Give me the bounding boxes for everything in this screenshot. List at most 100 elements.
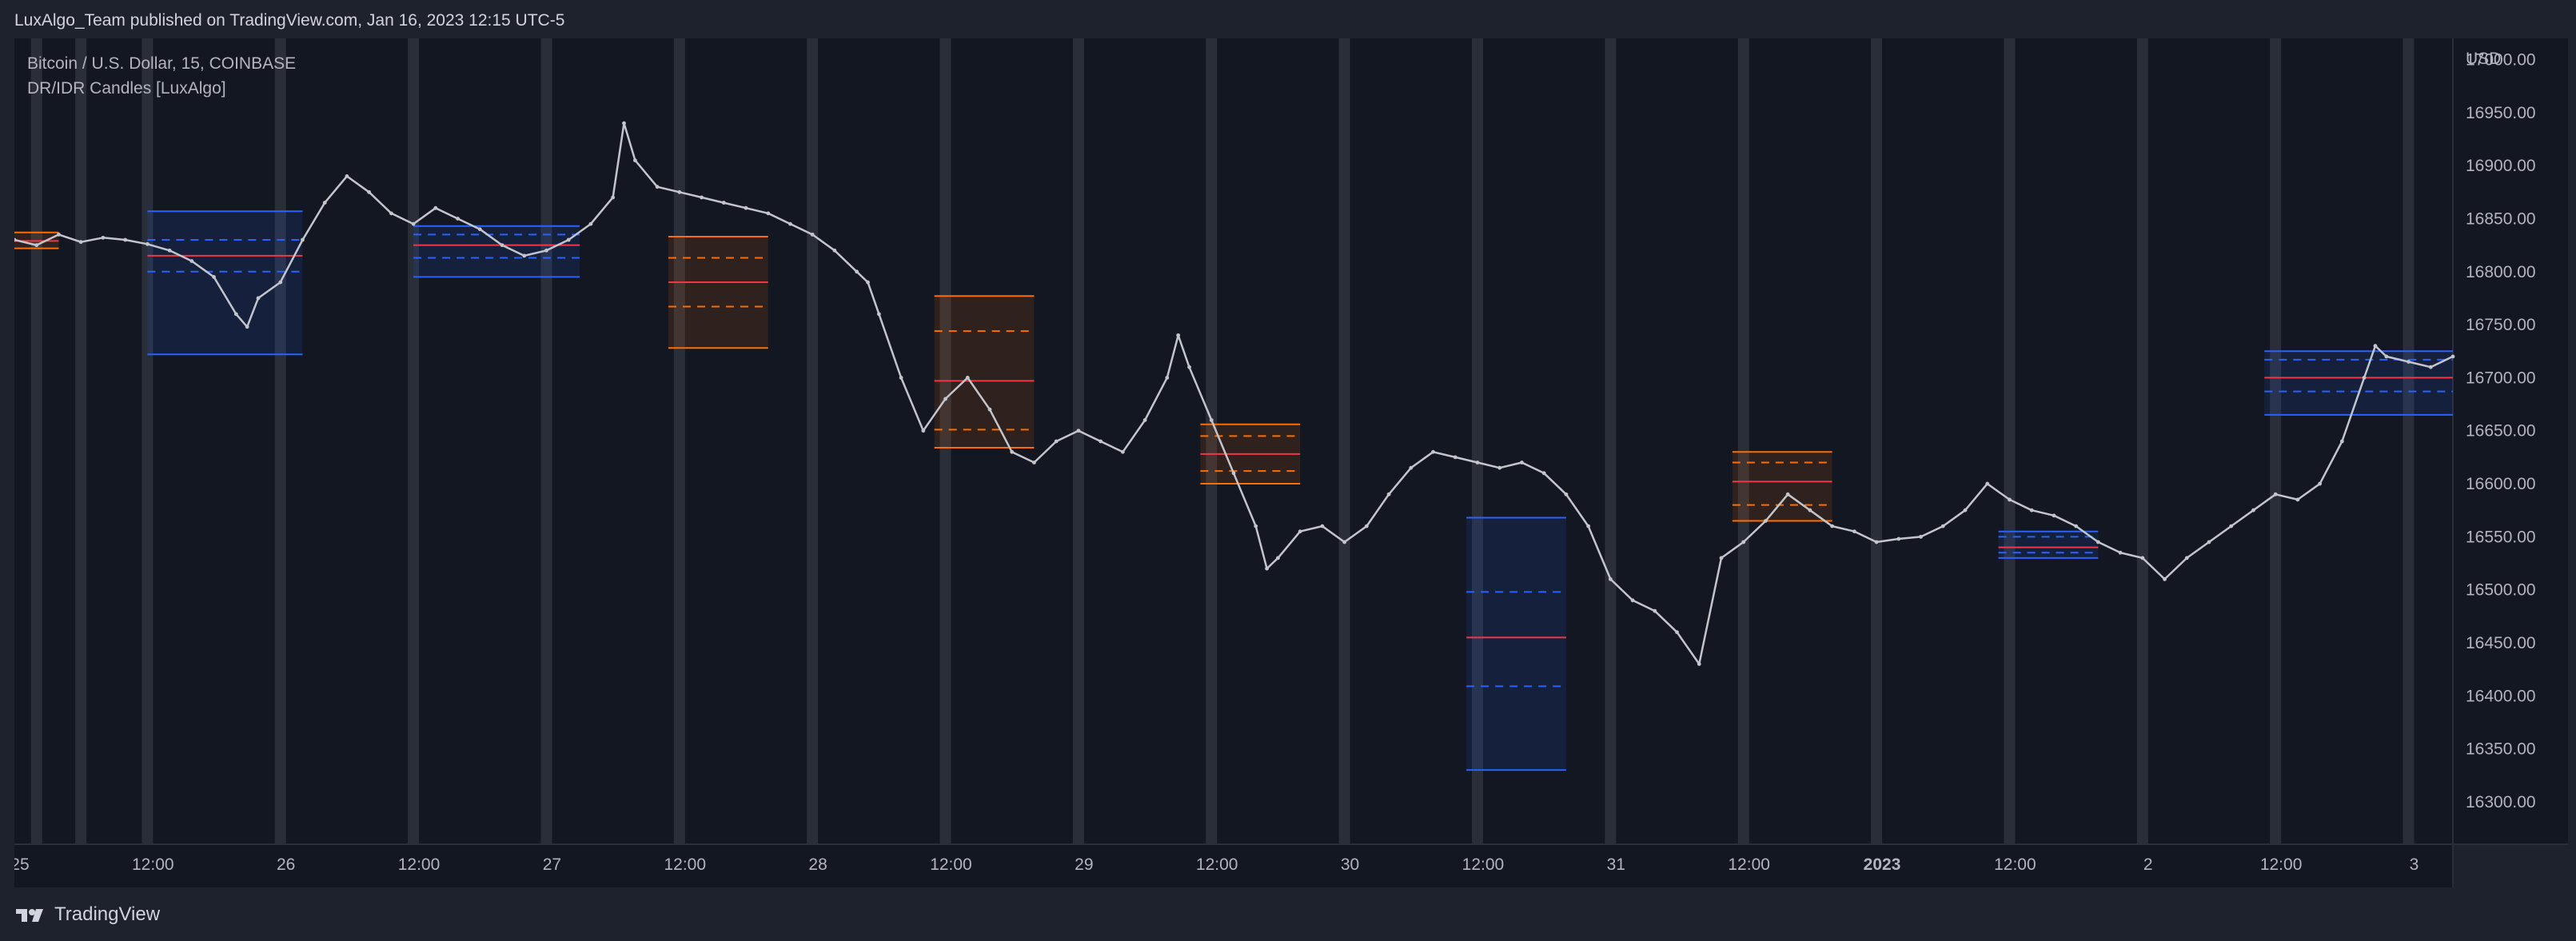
price-point[interactable] [744,205,748,210]
price-point[interactable] [700,195,704,200]
price-point[interactable] [1630,598,1635,603]
price-point[interactable] [2295,497,2300,502]
price-point[interactable] [1475,461,1480,465]
price-point[interactable] [1209,418,1214,422]
price-point[interactable] [1963,508,1968,512]
price-point[interactable] [1764,519,1768,523]
price-point[interactable] [2450,354,2455,359]
price-point[interactable] [1054,439,1059,444]
price-point[interactable] [611,195,616,200]
price-axis[interactable] [2453,38,2568,844]
price-point[interactable] [1719,556,1724,560]
price-point[interactable] [855,269,859,274]
price-point[interactable] [34,243,39,248]
price-point[interactable] [2008,497,2012,502]
price-point[interactable] [1985,481,1990,486]
price-point[interactable] [101,235,106,240]
price-point[interactable] [788,221,792,226]
price-point[interactable] [2339,439,2344,444]
price-point[interactable] [477,227,482,232]
price-point[interactable] [1187,365,1191,369]
price-point[interactable] [2373,344,2378,349]
price-point[interactable] [500,243,504,248]
price-point[interactable] [1032,461,1036,465]
price-point[interactable] [2163,577,2167,581]
price-point[interactable] [987,407,992,412]
price-point[interactable] [1320,524,1325,528]
price-point[interactable] [1741,540,1746,544]
price-point[interactable] [1099,439,1103,444]
price-point[interactable] [2428,365,2433,369]
price-point[interactable] [2407,360,2411,364]
price-point[interactable] [2273,492,2278,496]
price-point[interactable] [1541,471,1546,476]
price-point[interactable] [832,248,837,253]
price-point[interactable] [189,259,194,263]
price-point[interactable] [2140,556,2145,560]
price-point[interactable] [345,174,349,178]
price-point[interactable] [810,232,815,237]
price-point[interactable] [233,312,238,317]
price-point[interactable] [876,312,881,317]
price-point[interactable] [14,237,17,242]
price-point[interactable] [943,397,947,401]
price-point[interactable] [1254,524,1258,528]
price-point[interactable] [1785,492,1790,496]
price-point[interactable] [1265,566,1269,571]
price-point[interactable] [2052,513,2056,518]
price-point[interactable] [1342,540,1347,544]
price-point[interactable] [1386,492,1391,496]
price-point[interactable] [1653,608,1657,613]
price-point[interactable] [522,253,527,258]
price-point[interactable] [1142,418,1147,422]
price-point[interactable] [2362,376,2367,380]
price-point[interactable] [245,325,249,329]
price-point[interactable] [1697,662,1701,666]
price-point[interactable] [2074,524,2079,528]
price-point[interactable] [1940,524,1945,528]
price-point[interactable] [2384,354,2389,359]
price-point[interactable] [1409,465,1414,470]
price-point[interactable] [1298,529,1302,534]
price-point[interactable] [1896,536,1901,541]
price-point[interactable] [1874,540,1879,544]
chart-panel[interactable]: USD 17000.00 16950.00 16900.00 16850.00 16800… [14,38,2568,887]
price-point[interactable] [1919,534,1923,539]
price-point[interactable] [1808,508,1812,512]
price-point[interactable] [212,275,216,279]
price-point[interactable] [389,211,393,216]
price-point[interactable] [766,211,771,216]
price-point[interactable] [1165,376,1170,380]
plot-area[interactable] [14,38,2453,844]
price-point[interactable] [1497,465,1502,470]
time-axis[interactable] [14,844,2453,887]
price-point[interactable] [1586,524,1591,528]
price-point[interactable] [899,376,903,380]
price-point[interactable] [588,221,593,226]
price-point[interactable] [456,217,460,221]
price-point[interactable] [78,240,83,245]
price-point[interactable] [123,237,128,242]
price-point[interactable] [1830,524,1835,528]
price-point[interactable] [1564,492,1569,496]
price-point[interactable] [1120,449,1125,454]
price-point[interactable] [1608,577,1613,581]
price-point[interactable] [145,241,150,246]
price-point[interactable] [167,248,172,253]
price-point[interactable] [256,296,261,301]
price-point[interactable] [2095,540,2100,544]
price-point[interactable] [367,189,372,194]
price-point[interactable] [2184,556,2189,560]
price-point[interactable] [1231,471,1236,476]
price-point[interactable] [2318,481,2323,486]
price-point[interactable] [322,201,327,205]
price-point[interactable] [2207,540,2211,544]
price-point[interactable] [921,429,926,433]
price-point[interactable] [2229,524,2234,528]
price-point[interactable] [866,280,870,285]
price-point[interactable] [677,189,682,194]
price-point[interactable] [1852,529,1856,534]
price-point[interactable] [1675,630,1679,635]
price-point[interactable] [1520,461,1524,465]
